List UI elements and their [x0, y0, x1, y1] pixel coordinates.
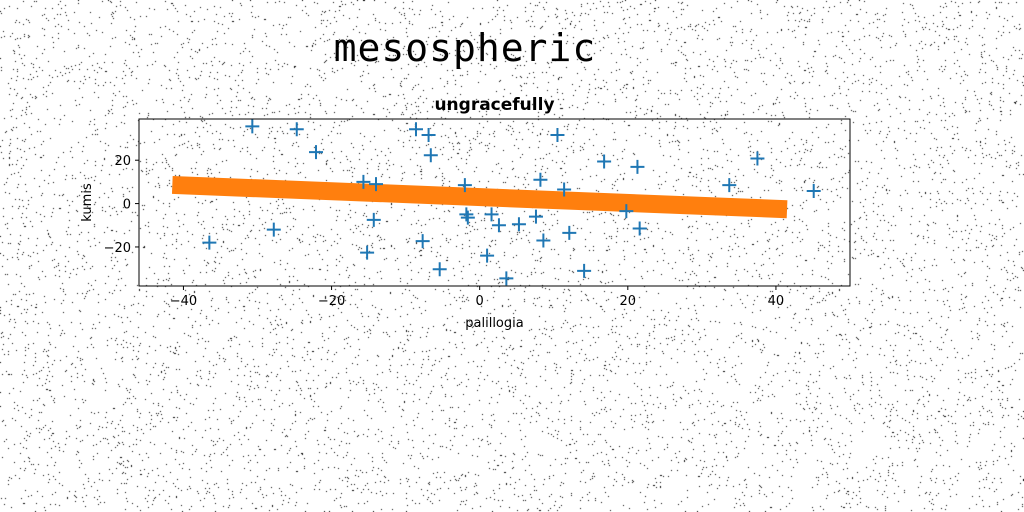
scatter-point [421, 128, 436, 143]
x-tick-label: 0 [476, 294, 484, 309]
scatter-point [722, 178, 737, 193]
scatter-point [499, 271, 514, 286]
scatter-point [408, 122, 423, 137]
y-tick-label: −20 [104, 241, 131, 256]
scatter-point [423, 148, 438, 163]
x-tick-label: 40 [768, 294, 785, 309]
scatter-point [750, 151, 765, 166]
scatter-point [289, 122, 304, 137]
scatter-point [632, 221, 647, 236]
scatter-point [356, 174, 371, 189]
scatter-point [266, 222, 281, 237]
x-tick-label: −40 [170, 294, 197, 309]
scatter-point [536, 233, 551, 248]
y-axis-label: kumis [80, 183, 95, 222]
y-axis: −20 0 20 [104, 154, 139, 256]
scatter-point [619, 204, 634, 219]
scatter-point [630, 159, 645, 174]
scatter-point [366, 212, 381, 227]
y-tick-label: 20 [114, 154, 131, 169]
scatter-point [577, 263, 592, 278]
x-tick-label: 20 [620, 294, 637, 309]
plot-frame [138, 118, 851, 287]
scatter-point [460, 210, 475, 225]
scatter-point [491, 218, 506, 233]
scatter-point [457, 178, 472, 193]
scatter-point [245, 119, 260, 134]
scatter-point [550, 128, 565, 143]
scatter-point [806, 184, 821, 199]
x-axis-label: palillogia [465, 316, 523, 331]
regression-line [171, 175, 788, 219]
figure-title: mesospheric [333, 26, 597, 70]
plot-content [171, 119, 821, 286]
scatter-point [360, 245, 375, 260]
y-tick-label: 0 [123, 198, 131, 213]
scatter-point [528, 209, 543, 224]
scatter-point [597, 154, 612, 169]
scatter-point [415, 234, 430, 249]
x-tick-label: −20 [318, 294, 345, 309]
scatter-point [557, 182, 572, 197]
scatter-point [432, 262, 447, 277]
scatter-point [484, 207, 499, 222]
scatter-point [459, 207, 474, 222]
chart-title: ungracefully [434, 95, 554, 115]
x-axis: −40 −20 0 20 40 [170, 286, 784, 309]
scatter-point [511, 217, 526, 232]
scatter-point [480, 248, 495, 263]
scatter-point [533, 172, 548, 187]
scatter-point [202, 235, 217, 250]
scatter-point [309, 145, 324, 160]
scatter-point [562, 225, 577, 240]
scatter-point [369, 177, 383, 192]
